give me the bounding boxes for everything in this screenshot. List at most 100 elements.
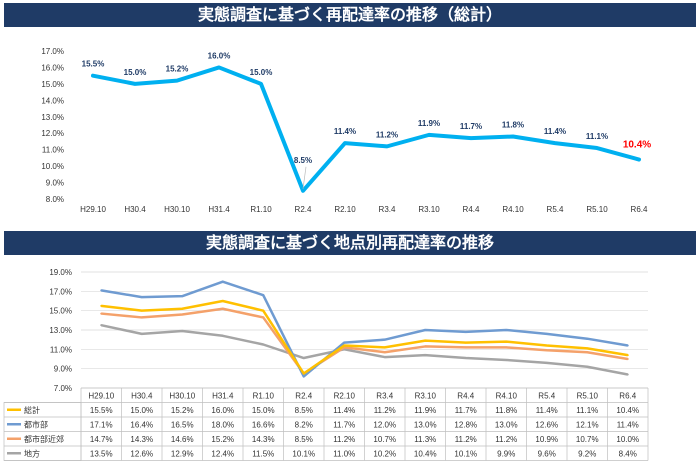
data-point <box>343 344 346 347</box>
table-cell: 11.2% <box>333 435 355 444</box>
table-cell: 11.4% <box>617 421 639 430</box>
legend-label: 都市部 <box>24 420 48 430</box>
y-tick-label: 11.0% <box>50 345 72 354</box>
table-cell: 10.0% <box>616 435 639 444</box>
data-point <box>181 307 184 310</box>
chart2: 19.0% 17.0% 15.0% 13.0% 11.0% 9.0% 7.0% H29.10 H… <box>3 268 649 461</box>
table-cell: 12.9% <box>171 450 194 459</box>
y-tick-label: 8.0% <box>46 195 64 204</box>
data-point <box>302 357 305 360</box>
y-tick-label: 15.0% <box>41 80 64 89</box>
x-tick-label: R4.10 <box>502 205 524 214</box>
data-label: 10.4% <box>623 140 651 151</box>
table-cell: 10.7% <box>373 435 396 444</box>
table-cell: 11.2% <box>374 406 396 415</box>
table-cell: 10.7% <box>576 435 599 444</box>
table-cell: 12.0% <box>373 421 396 430</box>
data-point <box>259 82 263 86</box>
data-point <box>133 82 137 86</box>
table-cell: 11.2% <box>455 435 477 444</box>
data-point <box>505 358 508 361</box>
table-cell: 8.4% <box>619 450 637 459</box>
y-tick-label: 7.0% <box>54 384 72 393</box>
data-label: 11.7% <box>460 122 482 131</box>
y-tick-label: 15.0% <box>49 307 72 316</box>
data-point <box>302 375 305 378</box>
legend-label: 地方 <box>24 449 40 459</box>
data-point <box>301 189 305 193</box>
data-label: 11.8% <box>502 121 524 130</box>
data-point <box>383 338 386 341</box>
data-point <box>427 133 431 137</box>
x-tick-label: R1.10 <box>250 205 272 214</box>
table-cell: 16.4% <box>130 421 153 430</box>
data-point <box>343 341 346 344</box>
x-tick-label: R6.4 <box>619 392 636 401</box>
chart2-title: 実態調査に基づく地点別再配達率の推移 <box>4 231 696 255</box>
data-label: 11.9% <box>418 119 440 128</box>
data-point <box>217 65 221 69</box>
leader-line <box>302 166 307 189</box>
data-label: 15.2% <box>166 65 189 74</box>
x-tick-label: H30.4 <box>124 205 146 214</box>
chart1: 17.0% 16.0% 15.0% 14.0% 13.0% 12.0% 11.0% 10.0%… <box>41 47 651 214</box>
x-tick-label: H30.4 <box>131 392 153 401</box>
x-tick-label: R5.4 <box>538 392 555 401</box>
x-tick-label: H29.10 <box>88 392 114 401</box>
data-point <box>383 356 386 359</box>
data-point <box>464 357 467 360</box>
y-tick-label: 12.0% <box>41 129 64 138</box>
table-cell: 11.9% <box>414 406 436 415</box>
data-label: 8.5% <box>294 156 312 165</box>
x-tick-label: R4.10 <box>496 392 518 401</box>
table-cell: 10.9% <box>535 435 558 444</box>
data-point <box>553 141 557 145</box>
table-cell: 9.6% <box>538 450 556 459</box>
y-tick-label: 11.0% <box>42 146 64 155</box>
y-tick-label: 9.0% <box>54 365 72 374</box>
data-point <box>424 345 427 348</box>
x-tick-label: R3.4 <box>379 205 396 214</box>
x-tick-label: R2.4 <box>295 205 312 214</box>
data-label: 15.5% <box>82 60 105 69</box>
data-point <box>545 332 548 335</box>
data-point <box>626 344 629 347</box>
data-point <box>586 347 589 350</box>
table-cell: 14.3% <box>252 435 275 444</box>
table-cell: 11.1% <box>576 406 598 415</box>
table-cell: 17.1% <box>90 421 113 430</box>
table-cell: 15.0% <box>252 406 275 415</box>
data-label: 11.1% <box>586 132 608 141</box>
table-cell: 12.1% <box>576 421 599 430</box>
data-point <box>181 313 184 316</box>
y-tick-label: 9.0% <box>46 179 64 188</box>
data-point <box>595 146 599 150</box>
data-point <box>469 136 473 140</box>
table-cell: 10.2% <box>373 450 396 459</box>
x-tick-label: H31.4 <box>208 205 230 214</box>
data-point <box>545 349 548 352</box>
x-tick-label: R2.10 <box>334 205 356 214</box>
data-point <box>626 358 629 360</box>
data-point <box>221 300 224 302</box>
table-cell: 10.4% <box>616 406 639 415</box>
data-point <box>383 351 386 354</box>
data-point <box>383 346 386 349</box>
data-point <box>505 340 508 343</box>
table-cell: 14.7% <box>90 435 113 444</box>
data-label: 11.4% <box>334 127 356 136</box>
data-point <box>100 312 103 315</box>
table-cell: 14.6% <box>171 435 194 444</box>
data-point <box>221 307 224 310</box>
table-cell: 11.5% <box>252 450 274 459</box>
data-point <box>221 334 224 337</box>
x-tick-label: R2.10 <box>334 392 356 401</box>
table-cell: 15.2% <box>211 435 234 444</box>
x-tick-label: R6.4 <box>631 205 648 214</box>
table-cell: 15.0% <box>130 406 153 415</box>
y-tick-label: 17.0% <box>41 47 64 56</box>
data-point <box>586 337 589 340</box>
series-line-3 <box>100 323 628 376</box>
y-tick-label: 10.0% <box>41 162 64 171</box>
table-cell: 12.4% <box>211 450 234 459</box>
